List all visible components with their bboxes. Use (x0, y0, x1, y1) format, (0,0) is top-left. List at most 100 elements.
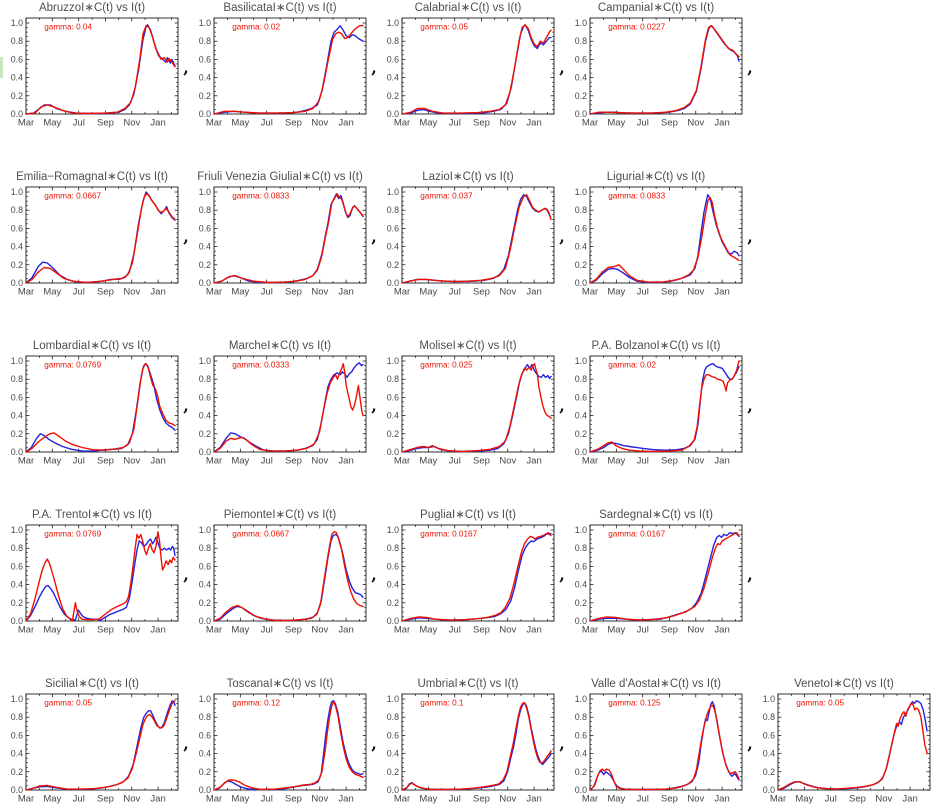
comma-separator: , (183, 565, 189, 584)
chart-title: LiguriaI∗C(t) vs I(t) (606, 171, 706, 183)
chart-plot: Mar May Jul Sep Nov Jan 0.0 0.2 0.4 0.6 0.8 1.0 gamm… (199, 355, 367, 467)
blue-series-line (25, 362, 176, 453)
svg-text:0.2: 0.2 (387, 767, 399, 777)
svg-text:Nov: Nov (311, 287, 328, 298)
chart-row-1: AbruzzoI∗C(t) vs I(t) Mar May Jul Sep Nov Jan 0… (2, 2, 940, 134)
svg-text:0.8: 0.8 (11, 205, 23, 215)
chart-toscana: ToscanaI∗C(t) vs I(t) Mar May Jul Sep Nov Jan 0… (190, 678, 370, 810)
svg-text:0.8: 0.8 (387, 374, 399, 384)
svg-text:0.4: 0.4 (763, 749, 775, 759)
svg-text:0.4: 0.4 (387, 73, 399, 83)
red-series-line (25, 531, 176, 622)
svg-text:0.2: 0.2 (575, 598, 587, 608)
red-series-line (213, 362, 364, 453)
svg-text:Jul: Jul (73, 287, 85, 298)
svg-text:1.0: 1.0 (11, 525, 23, 535)
chart-puglia: PugliaI∗C(t) vs I(t) Mar May Jul Sep Nov Jan 0.… (378, 509, 558, 641)
comma-separator: , (559, 396, 565, 415)
svg-text:0.8: 0.8 (575, 712, 587, 722)
svg-text:0.0: 0.0 (11, 278, 23, 288)
svg-text:Nov: Nov (311, 456, 328, 467)
svg-text:0.0: 0.0 (11, 109, 23, 119)
svg-text:0.4: 0.4 (199, 580, 211, 590)
red-series-line (777, 701, 928, 791)
chart-marche: MarcheI∗C(t) vs I(t) Mar May Jul Sep Nov Jan 0.… (190, 340, 370, 472)
chart-friuli-venezia-giulia: Friuli Venezia GiuliaI∗C(t) vs I(t) Mar Ma… (190, 171, 370, 303)
svg-text:0.4: 0.4 (11, 411, 23, 421)
chart-campania: CampaniaI∗C(t) vs I(t) Mar May Jul Sep Nov Jan… (566, 2, 746, 134)
svg-text:0.0: 0.0 (575, 109, 587, 119)
chart-title: Valle d'AostaI∗C(t) vs I(t) (591, 678, 721, 690)
svg-text:Sep: Sep (661, 625, 678, 636)
comma-separator: , (371, 227, 377, 246)
chart-row-4: P.A. TrentoI∗C(t) vs I(t) Mar May Jul Sep Nov… (2, 509, 940, 641)
svg-text:Jan: Jan (338, 287, 353, 298)
svg-text:Jan: Jan (714, 456, 729, 467)
svg-text:May: May (43, 118, 61, 129)
svg-text:0.6: 0.6 (387, 54, 399, 64)
svg-text:Nov: Nov (123, 456, 140, 467)
chart-title: LombardiaI∗C(t) vs I(t) (32, 340, 152, 352)
svg-text:Jul: Jul (261, 118, 273, 129)
svg-text:Nov: Nov (687, 118, 704, 129)
svg-text:0.4: 0.4 (575, 73, 587, 83)
gamma-label: gamma: 0.02 (608, 360, 656, 369)
chart-plot: Mar May Jul Sep Nov Jan 0.0 0.2 0.4 0.6 0.8 1.0 gamm… (387, 17, 555, 129)
svg-text:Mar: Mar (582, 456, 598, 467)
svg-text:1.0: 1.0 (387, 356, 399, 366)
red-series-line (401, 362, 552, 453)
comma-separator: , (183, 396, 189, 415)
gamma-label: gamma: 0.0769 (44, 529, 101, 538)
gamma-label: gamma: 0.037 (420, 191, 473, 200)
chart-title: CampaniaI∗C(t) vs I(t) (597, 2, 715, 14)
svg-text:0.2: 0.2 (763, 767, 775, 777)
red-series-line (213, 193, 364, 284)
svg-text:0.2: 0.2 (11, 767, 23, 777)
svg-text:0.2: 0.2 (11, 260, 23, 270)
svg-text:0.0: 0.0 (575, 785, 587, 795)
svg-text:May: May (419, 625, 437, 636)
svg-text:Sep: Sep (285, 287, 302, 298)
svg-text:1.0: 1.0 (575, 356, 587, 366)
svg-text:Sep: Sep (285, 118, 302, 129)
svg-text:May: May (607, 118, 625, 129)
svg-text:Jan: Jan (526, 456, 541, 467)
svg-text:0.4: 0.4 (575, 580, 587, 590)
chart-plot: Mar May Jul Sep Nov Jan 0.0 0.2 0.4 0.6 0.8 1.0 gamm… (575, 693, 743, 805)
svg-text:0.8: 0.8 (199, 205, 211, 215)
chart-plot: Mar May Jul Sep Nov Jan 0.0 0.2 0.4 0.6 0.8 1.0 gamm… (199, 186, 367, 298)
svg-text:Jul: Jul (73, 625, 85, 636)
svg-text:Nov: Nov (311, 625, 328, 636)
svg-text:Jan: Jan (338, 118, 353, 129)
red-series-line (589, 196, 740, 284)
cell-bracket-highlight (0, 57, 3, 78)
svg-text:May: May (419, 794, 437, 805)
svg-text:0.8: 0.8 (575, 205, 587, 215)
comma-separator: , (183, 227, 189, 246)
gamma-label: gamma: 0.125 (608, 698, 661, 707)
red-series-line (401, 193, 552, 284)
svg-text:Jan: Jan (714, 287, 729, 298)
chart-plot: Mar May Jul Sep Nov Jan 0.0 0.2 0.4 0.6 0.8 1.0 gamm… (199, 17, 367, 129)
svg-text:Sep: Sep (473, 794, 490, 805)
chart-plot: Mar May Jul Sep Nov Jan 0.0 0.2 0.4 0.6 0.8 1.0 gamm… (11, 693, 179, 805)
svg-text:May: May (231, 456, 249, 467)
chart-veneto: VenetoI∗C(t) vs I(t) Mar May Jul Sep Nov Jan 0.… (754, 678, 934, 810)
comma-separator: , (747, 565, 753, 584)
svg-text:0.4: 0.4 (575, 411, 587, 421)
svg-text:0.2: 0.2 (387, 598, 399, 608)
svg-text:0.2: 0.2 (199, 598, 211, 608)
svg-text:Nov: Nov (499, 625, 516, 636)
svg-text:Nov: Nov (499, 287, 516, 298)
svg-text:Mar: Mar (206, 794, 222, 805)
svg-text:0.6: 0.6 (11, 561, 23, 571)
gamma-label: gamma: 0.1 (420, 698, 464, 707)
comma-separator: , (747, 227, 753, 246)
svg-text:0.2: 0.2 (575, 260, 587, 270)
svg-text:1.0: 1.0 (11, 694, 23, 704)
svg-text:0.8: 0.8 (575, 36, 587, 46)
chart-abruzzo: AbruzzoI∗C(t) vs I(t) Mar May Jul Sep Nov Jan 0… (2, 2, 182, 134)
svg-text:0.0: 0.0 (575, 278, 587, 288)
svg-text:Jul: Jul (261, 794, 273, 805)
chart-plot: Mar May Jul Sep Nov Jan 0.0 0.2 0.4 0.6 0.8 1.0 gamm… (575, 186, 743, 298)
